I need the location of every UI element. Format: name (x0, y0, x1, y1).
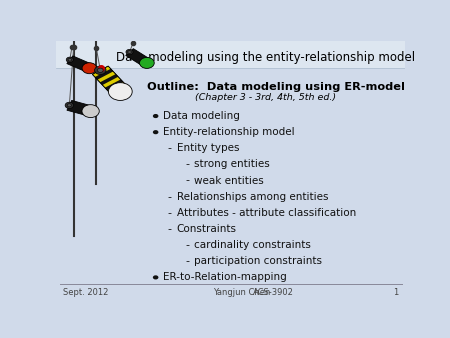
Text: -: - (185, 175, 189, 186)
Polygon shape (67, 56, 92, 72)
Text: strong entities: strong entities (194, 160, 270, 169)
Polygon shape (126, 49, 151, 66)
Ellipse shape (65, 102, 73, 108)
Text: Relationships among entities: Relationships among entities (176, 192, 328, 202)
Circle shape (153, 130, 158, 134)
Ellipse shape (126, 49, 133, 55)
Polygon shape (92, 66, 111, 77)
Circle shape (128, 51, 131, 53)
Text: Yangjun Chen: Yangjun Chen (213, 288, 270, 297)
Polygon shape (67, 100, 93, 116)
Polygon shape (103, 77, 121, 88)
Circle shape (68, 58, 72, 61)
Text: ER-to-Relation-mapping: ER-to-Relation-mapping (162, 272, 286, 282)
Text: 1: 1 (393, 288, 398, 297)
Text: -: - (167, 224, 171, 234)
Text: Sept. 2012: Sept. 2012 (63, 288, 108, 297)
Circle shape (153, 275, 158, 280)
Ellipse shape (66, 57, 73, 63)
Circle shape (67, 104, 72, 107)
Text: weak entities: weak entities (194, 175, 264, 186)
Ellipse shape (94, 66, 106, 75)
Text: -: - (167, 208, 171, 218)
Text: participation constraints: participation constraints (194, 256, 322, 266)
Text: Outline:  Data modeling using ER-model: Outline: Data modeling using ER-model (147, 82, 405, 92)
Text: -: - (185, 256, 189, 266)
Text: Data modeling using the entity-relationship model: Data modeling using the entity-relations… (116, 51, 415, 64)
Ellipse shape (82, 63, 97, 74)
Text: Data modeling: Data modeling (162, 111, 239, 121)
Circle shape (98, 68, 103, 72)
Text: Entity types: Entity types (176, 143, 239, 153)
Ellipse shape (108, 83, 132, 100)
Text: cardinality constraints: cardinality constraints (194, 240, 311, 250)
Text: -: - (185, 160, 189, 169)
Ellipse shape (140, 57, 154, 68)
Text: Entity-relationship model: Entity-relationship model (162, 127, 294, 137)
Text: -: - (167, 143, 171, 153)
Polygon shape (92, 66, 128, 96)
Polygon shape (98, 71, 116, 82)
Text: -: - (185, 240, 189, 250)
Text: (Chapter 3 - 3rd, 4th, 5th ed.): (Chapter 3 - 3rd, 4th, 5th ed.) (195, 93, 336, 102)
FancyBboxPatch shape (56, 41, 405, 68)
Text: ACS-3902: ACS-3902 (253, 288, 294, 297)
Polygon shape (108, 82, 126, 93)
Circle shape (153, 114, 158, 118)
Text: -: - (167, 192, 171, 202)
Ellipse shape (82, 105, 99, 118)
Text: Constraints: Constraints (176, 224, 237, 234)
Text: Attributes - attribute classification: Attributes - attribute classification (176, 208, 356, 218)
